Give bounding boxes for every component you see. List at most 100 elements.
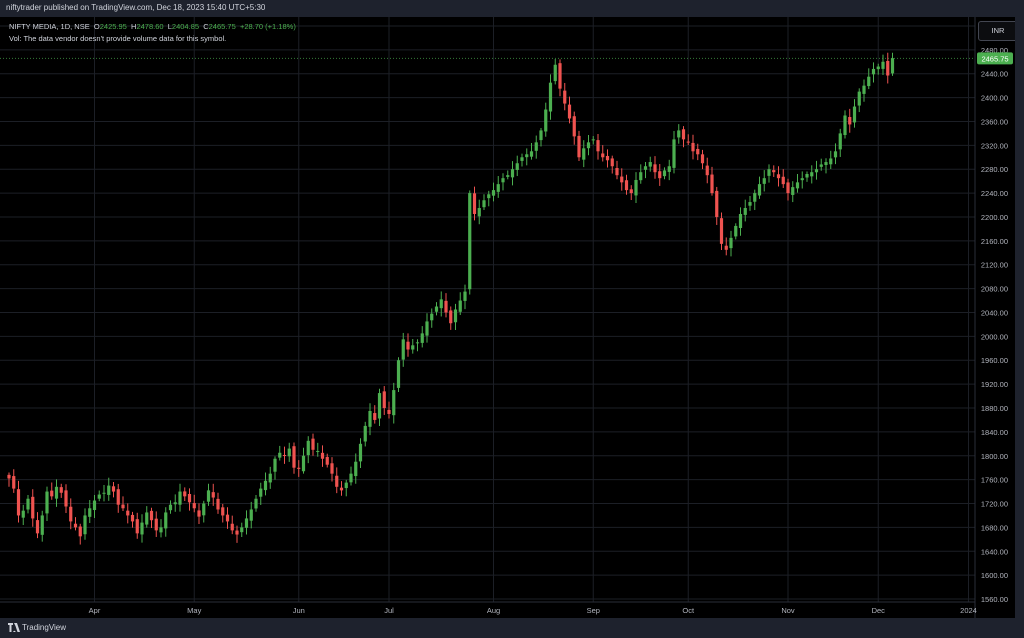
candle-body <box>78 526 82 537</box>
candle-body <box>738 213 743 228</box>
candle-body <box>890 58 895 74</box>
candle-body <box>534 142 538 151</box>
candle-body <box>658 171 662 179</box>
candle-body <box>45 491 49 514</box>
candle-body <box>88 508 92 517</box>
candle-body <box>525 154 529 158</box>
candle-body <box>510 169 515 178</box>
y-tick-label: 2280.00 <box>981 165 1008 174</box>
last-price-badge <box>977 52 1013 65</box>
candle-body <box>278 452 282 458</box>
candle-body <box>301 455 306 472</box>
candle-body <box>382 391 386 408</box>
candle-body <box>430 313 434 321</box>
candle-body <box>97 494 101 499</box>
y-tick-label: 1680.00 <box>981 523 1008 532</box>
candle-body <box>297 467 301 469</box>
candle-body <box>567 104 572 119</box>
price-chart[interactable]: 1560.00 1600.00 1640.00 1680.00 1720.00 1760.… <box>0 17 1015 618</box>
currency-button[interactable]: INR <box>978 21 1018 41</box>
candle-body <box>686 141 690 143</box>
candle-body <box>149 510 154 521</box>
candle-body <box>197 510 201 517</box>
candle-body <box>249 509 253 521</box>
candle-body <box>586 142 591 149</box>
candle-body <box>791 187 795 195</box>
y-tick-label: 2400.00 <box>981 94 1008 103</box>
candle-body <box>819 164 823 167</box>
candle-body <box>753 193 757 202</box>
candle-body <box>320 452 325 459</box>
footer-bar: TradingView <box>0 618 1024 638</box>
candle-body <box>406 341 410 350</box>
y-tick-label: 1920.00 <box>981 380 1008 389</box>
y-tick-label: 2320.00 <box>981 141 1008 150</box>
candle-body <box>254 498 258 509</box>
y-tick-label: 1560.00 <box>981 595 1008 604</box>
candle-body <box>330 463 334 474</box>
candle-body <box>605 155 610 161</box>
volume-note: Vol: The data vendor doesn't provide vol… <box>9 34 227 43</box>
candle-body <box>411 345 415 350</box>
candle-body <box>373 413 377 420</box>
candle-body <box>639 172 643 181</box>
close-value: 2465.75 <box>208 22 236 31</box>
candle-body <box>776 174 781 179</box>
candle-body <box>700 154 705 164</box>
x-tick-label: Aug <box>487 606 500 615</box>
candle-body <box>876 66 880 70</box>
candle-body <box>824 162 828 165</box>
candle-body <box>715 190 719 217</box>
candle-body <box>810 172 814 177</box>
candle-body <box>335 475 339 487</box>
y-tick-label: 2120.00 <box>981 261 1008 270</box>
candle-body <box>591 139 595 141</box>
candle-body <box>681 129 686 140</box>
candle-body <box>577 135 581 158</box>
candle-body <box>192 503 196 509</box>
candle-body <box>111 486 116 492</box>
candle-body <box>838 133 842 150</box>
candle-body <box>306 440 310 456</box>
candle-body <box>325 457 329 465</box>
candle-body <box>572 116 576 137</box>
candle-body <box>472 193 477 214</box>
candle-body <box>781 176 785 185</box>
candle-body <box>762 178 766 184</box>
publish-bar: niftytrader published on TradingView.com… <box>0 0 1024 17</box>
candle-body <box>691 142 695 152</box>
y-tick-label: 2240.00 <box>981 189 1008 198</box>
candle-body <box>634 179 638 196</box>
candle-body <box>26 498 30 510</box>
candle-body <box>316 450 320 452</box>
candle-body <box>107 485 111 495</box>
candle-body <box>121 504 125 509</box>
candle-body <box>857 91 861 106</box>
x-tick-label: Dec <box>872 606 886 615</box>
x-tick-label: May <box>187 606 201 615</box>
candle-body <box>610 158 614 167</box>
candle-body <box>415 342 420 344</box>
y-tick-label: 1760.00 <box>981 476 1008 485</box>
candle-body <box>425 321 429 336</box>
candle-body <box>582 148 586 160</box>
last-price-label: 2465.75 <box>981 54 1008 63</box>
candle-body <box>392 390 396 416</box>
candle-body <box>453 309 458 323</box>
candle-body <box>833 151 838 158</box>
candle-body <box>135 519 139 534</box>
x-tick-label: Apr <box>89 606 101 615</box>
candle-body <box>724 245 728 250</box>
candle-body <box>748 202 752 206</box>
candle-body <box>230 523 234 531</box>
candle-body <box>862 85 866 94</box>
candle-body <box>377 393 382 419</box>
candle-body <box>358 443 363 462</box>
candle-body <box>710 174 714 194</box>
candle-body <box>829 158 833 165</box>
candle-body <box>653 164 657 173</box>
candle-body <box>491 190 496 196</box>
candle-body <box>54 486 59 499</box>
high-value: 2478.60 <box>136 22 164 31</box>
candle-body <box>159 527 163 533</box>
